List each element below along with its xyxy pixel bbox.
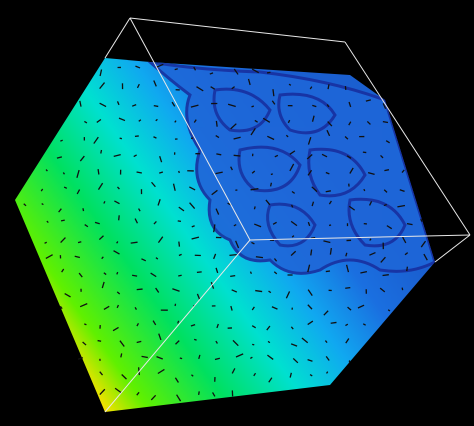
vector-glyph	[326, 191, 331, 192]
vector-glyph	[250, 272, 251, 274]
vector-glyph	[179, 171, 180, 173]
vector-glyph	[407, 267, 408, 271]
vector-glyph	[83, 208, 84, 211]
vector-glyph	[311, 250, 312, 256]
vector-glyph	[120, 138, 122, 139]
vector-glyph	[180, 358, 182, 359]
vector-glyph	[383, 122, 388, 123]
vector-glyph	[117, 272, 118, 274]
vector-glyph	[252, 106, 254, 107]
vector-glyph	[252, 344, 254, 345]
vector-glyph	[179, 242, 180, 247]
vector-glyph	[175, 69, 178, 70]
vector-glyph	[383, 275, 389, 276]
page: (() => { const svg = document.getElement…	[0, 0, 474, 426]
vector-glyph	[421, 219, 422, 222]
vector-glyph	[137, 289, 143, 290]
vector-glyph	[384, 170, 389, 171]
vector-glyph	[230, 276, 235, 277]
vector-glyph	[216, 121, 217, 127]
vector-glyph	[98, 341, 102, 342]
vector-glyph	[98, 169, 99, 174]
vector-glyph	[364, 189, 365, 191]
vector-glyph	[178, 321, 179, 324]
vector-glyph	[84, 324, 86, 325]
vector-glyph	[326, 271, 330, 272]
vector-glyph	[191, 138, 193, 139]
volume-render	[0, 0, 474, 426]
vector-glyph	[267, 72, 270, 73]
vector-glyph	[254, 206, 255, 209]
vector-glyph	[121, 353, 122, 357]
vector-glyph	[61, 220, 65, 221]
vector-glyph	[132, 275, 137, 276]
vector-glyph	[271, 183, 272, 187]
vector-glyph	[328, 84, 329, 89]
vector-glyph	[178, 221, 181, 222]
vector-glyph	[229, 255, 236, 256]
vector-glyph	[101, 150, 102, 153]
vector-glyph	[331, 322, 337, 323]
vector-glyph	[271, 174, 273, 175]
vector-glyph	[45, 242, 47, 243]
vector-glyph	[78, 242, 81, 243]
vector-glyph	[273, 89, 274, 96]
vector-glyph	[256, 257, 263, 258]
vector-glyph	[345, 288, 350, 289]
vector-glyph	[119, 215, 120, 220]
vector-glyph	[234, 155, 241, 156]
vector-glyph	[289, 84, 291, 85]
vector-glyph	[154, 106, 158, 107]
vector-glyph	[60, 140, 62, 141]
vector-glyph	[402, 288, 403, 290]
vector-glyph	[216, 154, 221, 155]
vector-glyph	[194, 339, 196, 340]
vector-glyph	[42, 204, 44, 205]
vector-glyph	[178, 275, 181, 276]
vector-glyph	[199, 391, 200, 395]
